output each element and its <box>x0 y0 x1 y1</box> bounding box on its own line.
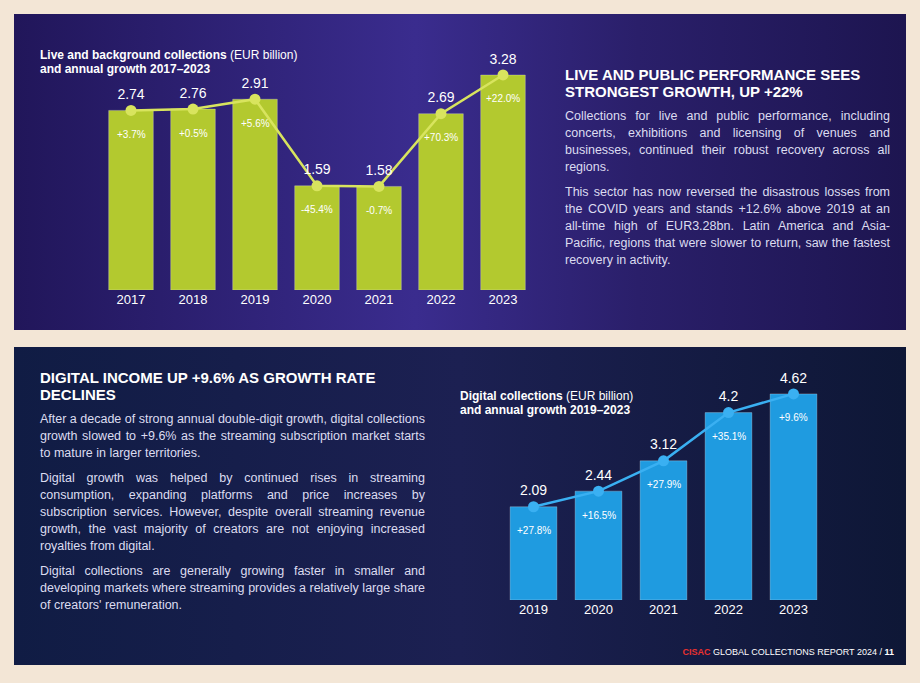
svg-text:+35.1%: +35.1% <box>712 431 746 442</box>
svg-text:2022: 2022 <box>714 602 743 617</box>
svg-text:4.62: 4.62 <box>780 370 807 386</box>
html-text:Digital collections are genera: Digital collections are generally growin… <box>40 564 425 612</box>
html-text:and annual growth 2019–2023: and annual growth 2019–2023 <box>460 403 631 417</box>
svg-text:-0.7%: -0.7% <box>366 205 392 216</box>
svg-text:2020: 2020 <box>584 602 613 617</box>
svg-text:2.09: 2.09 <box>520 482 547 498</box>
svg-text:2021: 2021 <box>649 602 678 617</box>
svg-text:2022: 2022 <box>427 292 456 307</box>
svg-text:1.58: 1.58 <box>365 162 392 178</box>
svg-text:+5.6%: +5.6% <box>241 118 270 129</box>
svg-text:+70.3%: +70.3% <box>424 132 458 143</box>
svg-text:4.2: 4.2 <box>719 388 739 404</box>
svg-text:+16.5%: +16.5% <box>582 510 616 521</box>
html-text:LIVE AND PUBLIC PERFORMANCE SE: LIVE AND PUBLIC PERFORMANCE SEES STRONGE… <box>565 66 861 100</box>
svg-text:2023: 2023 <box>489 292 518 307</box>
svg-text:+22.0%: +22.0% <box>486 93 520 104</box>
html-text:Digital growth was helped by c: Digital growth was helped by continued r… <box>40 471 425 553</box>
svg-text:2019: 2019 <box>519 602 548 617</box>
svg-text:1.59: 1.59 <box>303 161 330 177</box>
svg-text:2021: 2021 <box>365 292 394 307</box>
html-text:DIGITAL INCOME UP +9.6% AS GRO: DIGITAL INCOME UP +9.6% AS GROWTH RATE D… <box>40 369 376 403</box>
svg-text:2.91: 2.91 <box>241 75 268 91</box>
svg-text:3.12: 3.12 <box>650 436 677 452</box>
svg-text:+27.9%: +27.9% <box>647 479 681 490</box>
svg-text:2020: 2020 <box>303 292 332 307</box>
svg-text:2018: 2018 <box>179 292 208 307</box>
svg-text:+0.5%: +0.5% <box>179 128 208 139</box>
html-text:After a decade of strong annua: After a decade of strong annual double-d… <box>40 412 425 460</box>
html-text:CISAC GLOBAL COLLECTIONS REPOR: CISAC GLOBAL COLLECTIONS REPORT 2024 / 1… <box>682 647 894 657</box>
svg-text:2.69: 2.69 <box>427 89 454 105</box>
html-text:Live and background collection: Live and background collections (EUR bil… <box>40 48 298 62</box>
svg-text:2023: 2023 <box>779 602 808 617</box>
svg-text:3.28: 3.28 <box>489 51 516 67</box>
svg-text:+9.6%: +9.6% <box>779 412 808 423</box>
svg-text:2.76: 2.76 <box>179 85 206 101</box>
svg-text:2.44: 2.44 <box>585 467 612 483</box>
html-text:Digital collections (EUR billi: Digital collections (EUR billion) <box>460 389 634 403</box>
svg-text:+3.7%: +3.7% <box>117 129 146 140</box>
html-text:and annual growth 2017–2023: and annual growth 2017–2023 <box>40 62 211 76</box>
svg-text:2.74: 2.74 <box>117 86 144 102</box>
svg-text:+27.8%: +27.8% <box>517 525 551 536</box>
html-text:This sector has now reversed t: This sector has now reversed the disastr… <box>565 185 890 267</box>
svg-text:-45.4%: -45.4% <box>301 204 333 215</box>
html-text:Collections for live and publi: Collections for live and public performa… <box>565 109 890 174</box>
svg-text:2017: 2017 <box>117 292 146 307</box>
svg-text:2019: 2019 <box>241 292 270 307</box>
